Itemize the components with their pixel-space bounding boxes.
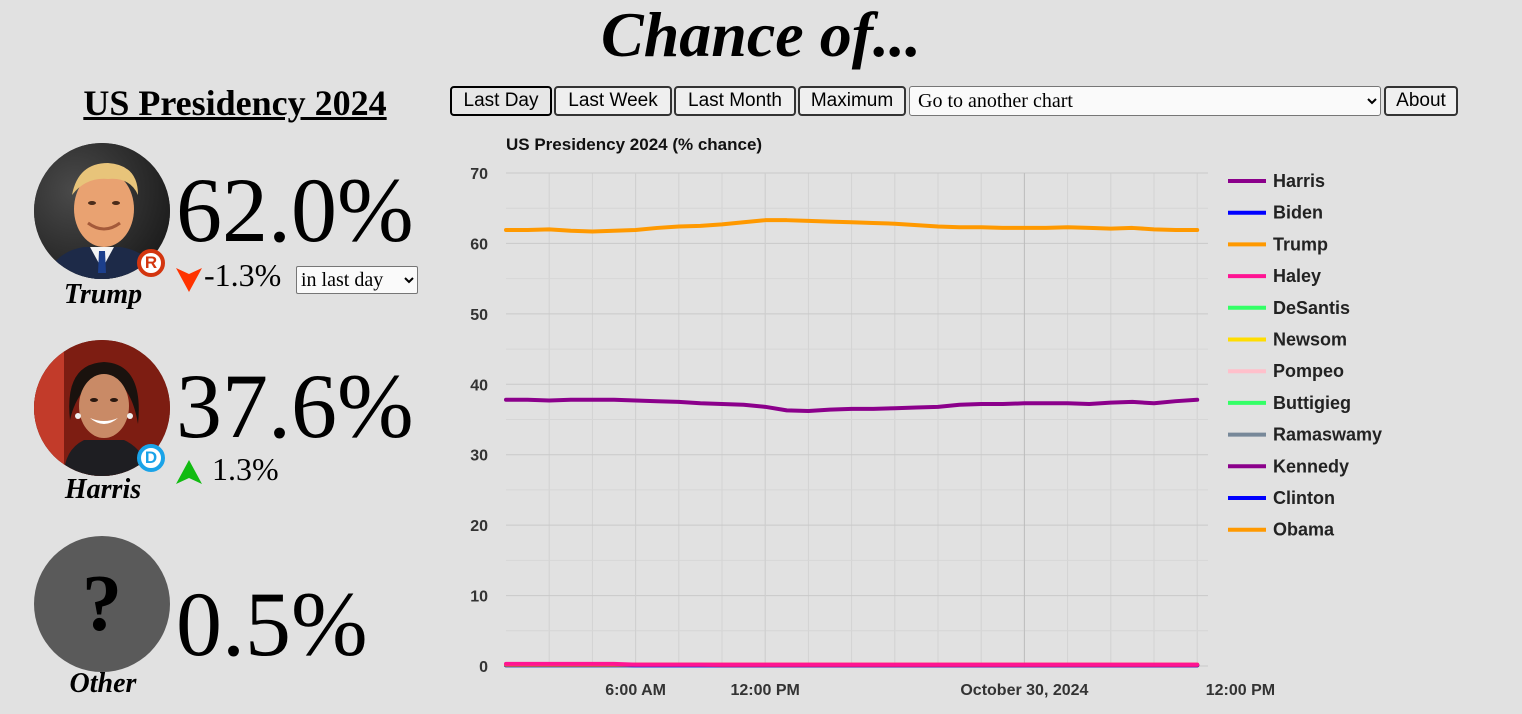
y-tick-label: 20 bbox=[470, 518, 488, 535]
candidate-change-trump: -1.3% bbox=[176, 258, 281, 292]
candidate-pct-trump: 62.0% bbox=[176, 159, 414, 261]
y-tick-label: 60 bbox=[470, 236, 488, 253]
chart-title: US Presidency 2024 (% chance) bbox=[506, 135, 762, 154]
series-line-harris bbox=[504, 397, 1200, 414]
about-button[interactable]: About bbox=[1384, 86, 1458, 116]
y-tick-label: 10 bbox=[470, 589, 488, 606]
series-line-trump bbox=[504, 218, 1200, 234]
x-tick-label: October 30, 2024 bbox=[960, 682, 1088, 699]
chart-select[interactable]: Go to another chart bbox=[909, 86, 1381, 116]
page-title: Chance of... bbox=[601, 0, 921, 70]
candidate-pct-other: 0.5% bbox=[176, 573, 368, 675]
y-tick-label: 50 bbox=[470, 307, 488, 324]
y-tick-label: 40 bbox=[470, 377, 488, 394]
candidate-pct-harris: 37.6% bbox=[176, 355, 414, 457]
legend-label-harris: Harris bbox=[1273, 171, 1325, 191]
legend-label-desantis: DeSantis bbox=[1273, 298, 1350, 318]
question-mark-icon: ? bbox=[82, 560, 122, 648]
legend-label-kennedy: Kennedy bbox=[1273, 456, 1349, 476]
legend-label-trump: Trump bbox=[1273, 234, 1328, 254]
y-tick-label: 30 bbox=[470, 448, 488, 465]
y-tick-label: 70 bbox=[470, 166, 488, 183]
candidate-name-harris: Harris bbox=[64, 474, 142, 505]
legend-label-ramaswamy: Ramaswamy bbox=[1273, 425, 1382, 445]
candidate-name-trump: Trump bbox=[63, 279, 143, 310]
candidate-change-harris: 1.3% bbox=[176, 452, 279, 486]
legend-label-biden: Biden bbox=[1273, 203, 1323, 223]
x-tick-label: 12:00 PM bbox=[1206, 682, 1275, 699]
change-period-select[interactable]: in last day bbox=[296, 266, 418, 294]
legend-label-obama: Obama bbox=[1273, 520, 1335, 540]
last-week-button[interactable]: Last Week bbox=[554, 86, 672, 116]
democrat-badge: D bbox=[137, 444, 165, 472]
arrow-down-icon bbox=[176, 267, 202, 292]
avatar-other: ? bbox=[34, 536, 170, 672]
x-tick-label: 6:00 AM bbox=[605, 682, 666, 699]
legend-label-clinton: Clinton bbox=[1273, 488, 1335, 508]
market-title[interactable]: US Presidency 2024 bbox=[83, 83, 387, 123]
change-value-harris: 1.3% bbox=[212, 451, 279, 487]
change-value-trump: -1.3% bbox=[204, 257, 282, 293]
republican-badge: R bbox=[137, 249, 165, 277]
candidate-name-other: Other bbox=[69, 668, 137, 699]
series-line-haley bbox=[504, 661, 1200, 667]
last-day-button[interactable]: Last Day bbox=[450, 86, 552, 116]
legend-label-newsom: Newsom bbox=[1273, 330, 1347, 350]
last-month-button[interactable]: Last Month bbox=[674, 86, 796, 116]
legend-label-haley: Haley bbox=[1273, 266, 1321, 286]
x-tick-label: 12:00 PM bbox=[731, 682, 800, 699]
y-tick-label: 0 bbox=[479, 659, 488, 676]
arrow-up-icon bbox=[176, 459, 202, 484]
legend-label-buttigieg: Buttigieg bbox=[1273, 393, 1351, 413]
probability-chart: US Presidency 2024 (% chance) 0 10 20 30 40 50… bbox=[470, 135, 1382, 699]
maximum-button[interactable]: Maximum bbox=[798, 86, 906, 116]
legend-label-pompeo: Pompeo bbox=[1273, 361, 1344, 381]
